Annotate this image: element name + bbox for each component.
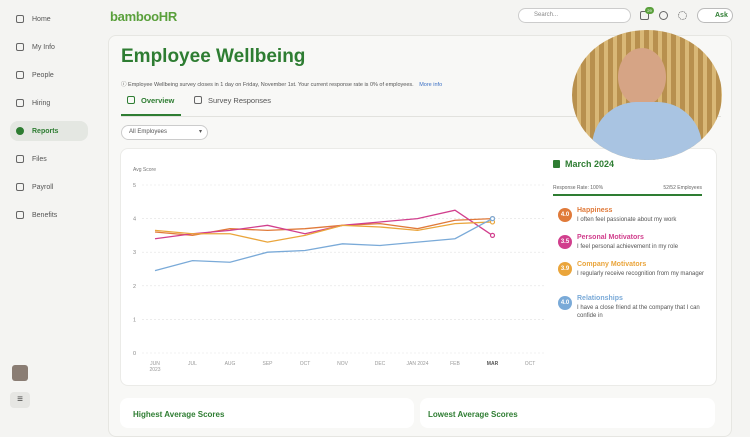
- video-feed: [572, 30, 722, 160]
- notice-text: Employee Wellbeing survey closes in 1 da…: [128, 82, 414, 88]
- x-tick-label: JAN 2024: [406, 361, 429, 367]
- nav-icon: [16, 211, 24, 219]
- filter-dropdown[interactable]: All Employees ▾: [121, 125, 208, 140]
- item-name: Personal Motivators: [577, 234, 644, 241]
- score-badge: 4.0: [558, 296, 572, 310]
- x-tick-label: NOV: [337, 361, 348, 367]
- tab-underline: [121, 114, 181, 116]
- item-name: Happiness: [577, 207, 613, 214]
- notification-badge: 29: [645, 7, 654, 14]
- x-tick-label: JUN 2023: [149, 361, 161, 373]
- sidebar: [0, 0, 100, 419]
- response-bar: [553, 194, 702, 196]
- y-tick-label: 5: [133, 183, 136, 189]
- nav-item[interactable]: Benefits: [10, 205, 88, 225]
- item-name: Relationships: [577, 295, 623, 302]
- search-box[interactable]: Search...: [518, 8, 631, 23]
- x-tick-label: OCT: [524, 361, 536, 367]
- nav-item[interactable]: Reports: [10, 121, 88, 141]
- nav-icon: [16, 99, 24, 107]
- tab-divider: [121, 116, 721, 117]
- y-tick-label: 3: [133, 250, 136, 256]
- calendar-icon: [553, 160, 560, 168]
- series-line: [154, 218, 493, 272]
- tab-icon: [127, 96, 135, 104]
- notice: ⓘ Employee Wellbeing survey closes in 1 …: [121, 82, 443, 88]
- help-icon[interactable]: [659, 11, 668, 20]
- chart-card: [120, 148, 717, 386]
- series-line: [154, 209, 493, 240]
- tab[interactable]: Overview: [141, 96, 175, 105]
- nav-item[interactable]: People: [10, 65, 88, 85]
- item-text: I feel personal achievement in my role: [577, 244, 679, 250]
- section-title: Highest Average Scores: [133, 410, 225, 419]
- inbox-icon[interactable]: [640, 11, 649, 20]
- more-info-link[interactable]: More info: [419, 82, 443, 88]
- y-axis-label: Avg Score: [133, 167, 156, 173]
- settings-icon[interactable]: [678, 11, 687, 20]
- page-title: Employee Wellbeing: [121, 46, 306, 67]
- tab-icon: [194, 96, 202, 104]
- x-tick-label: JUL: [188, 361, 197, 367]
- x-tick-label: MAR: [486, 361, 499, 367]
- menu-button[interactable]: ≡: [10, 392, 30, 408]
- y-tick-label: 4: [133, 217, 136, 223]
- tab[interactable]: Survey Responses: [208, 96, 271, 105]
- nav-icon: [16, 127, 24, 135]
- point-marker: [489, 216, 496, 222]
- score-badge: 3.5: [558, 235, 572, 249]
- x-tick-label: FEB: [450, 361, 460, 367]
- x-tick-label: SEP: [262, 361, 273, 367]
- point-marker: [489, 232, 496, 238]
- item-name: Company Motivators: [577, 261, 647, 268]
- y-tick-label: 0: [133, 351, 136, 357]
- nav-item[interactable]: Hiring: [10, 93, 88, 113]
- nav-item[interactable]: Home: [10, 9, 88, 29]
- employee-count: 52/52 Employees: [663, 185, 702, 191]
- score-badge: 4.0: [558, 208, 572, 222]
- y-tick-label: 1: [133, 317, 136, 323]
- section-title: Lowest Average Scores: [428, 410, 518, 419]
- nav-item[interactable]: Files: [10, 149, 88, 169]
- chart: Avg Score 0 1 2 3 4 5: [133, 167, 545, 357]
- y-tick-label: 2: [133, 284, 136, 290]
- summary-title: March 2024: [565, 159, 615, 169]
- nav-icon: [16, 43, 24, 51]
- item-text: I have a close friend at the company tha…: [577, 305, 700, 319]
- x-tick-label: AUG: [224, 361, 236, 367]
- ask-button[interactable]: Ask: [697, 8, 733, 23]
- nav-icon: [16, 71, 24, 79]
- logo[interactable]: bambooHR: [110, 9, 177, 24]
- presenter-shirt: [592, 102, 702, 160]
- response-rate: Response Rate: 100%: [553, 185, 604, 191]
- filter-text: All Employees: [129, 129, 168, 135]
- score-badge: 3.9: [558, 262, 572, 276]
- avatar[interactable]: [12, 365, 28, 381]
- nav-icon: [16, 183, 24, 191]
- series-line: [154, 221, 493, 243]
- item-text: I often feel passionate about my work: [577, 217, 677, 223]
- x-tick-label: OCT: [299, 361, 311, 367]
- x-tick-label: DEC: [374, 361, 386, 367]
- item-text: I regularly receive recognition from my …: [577, 271, 705, 277]
- nav-item[interactable]: My Info: [10, 37, 88, 57]
- nav-icon: [16, 15, 24, 23]
- nav-icon: [16, 155, 24, 163]
- presenter-face: [618, 48, 666, 106]
- app: ≡ bambooHR Search... 29 Ask Employee Wel…: [0, 0, 733, 437]
- nav-item[interactable]: Payroll: [10, 177, 88, 197]
